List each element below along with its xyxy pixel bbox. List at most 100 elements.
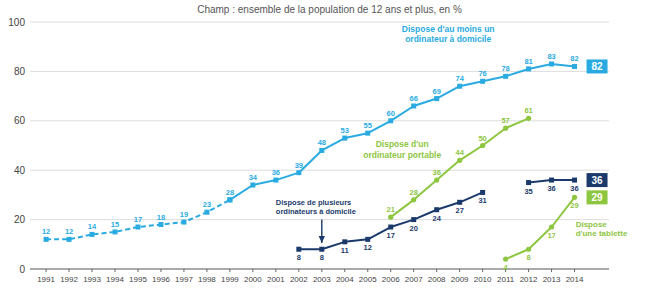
data-label: 66 — [410, 94, 418, 103]
x-tick-label: 2000 — [244, 275, 262, 284]
point — [549, 178, 554, 183]
y-tick-label: 20 — [14, 214, 26, 225]
data-label: 36 — [433, 168, 441, 177]
data-label: 31 — [478, 196, 486, 205]
x-tick-label: 1991 — [37, 275, 55, 284]
point — [135, 225, 140, 230]
x-tick — [367, 269, 368, 272]
annotation-line: ordinateurs à domicile — [276, 207, 356, 216]
point — [388, 215, 393, 220]
point — [181, 220, 186, 225]
series-line — [46, 200, 230, 240]
x-tick-label: 1992 — [60, 275, 78, 284]
x-tick-label: 2010 — [474, 275, 492, 284]
point — [526, 116, 531, 121]
point — [113, 229, 118, 234]
data-label: 78 — [501, 64, 509, 73]
series-line — [230, 64, 575, 200]
data-label: 15 — [111, 220, 119, 229]
series-annotation: Dispose de plusieursordinateurs à domici… — [276, 198, 356, 216]
data-label: 50 — [478, 134, 486, 143]
data-label: 17 — [134, 215, 142, 224]
end-box — [587, 190, 608, 204]
x-tick-label: 2001 — [267, 275, 285, 284]
point — [273, 178, 278, 183]
data-label: 12 — [364, 243, 372, 252]
series-annotation: Disposed'une tablette — [576, 220, 628, 239]
point — [457, 158, 462, 163]
point — [457, 200, 462, 205]
data-label: 69 — [433, 87, 441, 96]
annotation-line: ordinateur à domicile — [405, 34, 491, 44]
annotation-line: Dispose d'au moins un — [402, 24, 495, 34]
x-tick — [92, 269, 93, 272]
data-label: 14 — [88, 222, 97, 231]
point — [158, 222, 163, 227]
data-label: 8 — [320, 253, 324, 262]
data-label: 8 — [526, 253, 530, 262]
series-annotation: Dispose d'au moins unordinateur à domici… — [402, 24, 495, 44]
point — [526, 66, 531, 71]
end-box-label: 29 — [591, 192, 603, 203]
data-label: 57 — [501, 116, 509, 125]
point — [296, 247, 301, 252]
data-label: 11 — [341, 246, 349, 255]
data-label: 60 — [387, 109, 395, 118]
y-tick-label: 60 — [14, 115, 26, 126]
point — [411, 197, 416, 202]
x-tick-label: 2006 — [382, 275, 400, 284]
chart: Champ : ensemble de la population de 12 … — [0, 0, 659, 293]
point — [204, 210, 209, 215]
x-tick — [551, 269, 552, 272]
x-tick — [298, 269, 299, 272]
grid-line — [30, 269, 609, 270]
data-label: 23 — [203, 200, 211, 209]
point — [388, 225, 393, 230]
annotation-line: Dispose d'un — [376, 139, 429, 149]
point — [250, 183, 255, 188]
end-box-label: 82 — [591, 61, 603, 72]
point — [227, 197, 232, 202]
x-tick — [574, 269, 575, 272]
x-tick-label: 2009 — [451, 275, 469, 284]
data-label: 81 — [524, 57, 532, 66]
data-label: 27 — [455, 206, 463, 215]
y-tick-label: 0 — [19, 264, 25, 275]
x-tick — [275, 269, 276, 272]
data-label: 76 — [478, 69, 486, 78]
x-tick — [459, 269, 460, 272]
point — [526, 180, 531, 185]
x-tick-label: 1996 — [152, 275, 170, 284]
point — [572, 64, 577, 69]
annotation-line: Dispose de plusieurs — [276, 198, 351, 207]
x-tick — [206, 269, 207, 272]
data-label: 8 — [297, 253, 301, 262]
annotation-line: ordinateur portable — [363, 150, 441, 160]
point — [342, 136, 347, 141]
grid — [30, 22, 609, 269]
x-tick — [69, 269, 70, 272]
annotation-line: Dispose — [576, 220, 608, 229]
x-tick-label: 2003 — [313, 275, 331, 284]
data-label: 48 — [318, 138, 326, 147]
x-tick-label: 2007 — [405, 275, 423, 284]
x-axis-line — [30, 269, 609, 270]
x-tick-label: 1997 — [175, 275, 193, 284]
data-label: 24 — [433, 214, 442, 223]
data-label: 74 — [455, 74, 464, 83]
data-label: 4 — [504, 263, 509, 272]
x-tick-label: 1993 — [83, 275, 101, 284]
point — [227, 197, 232, 202]
point — [480, 143, 485, 148]
series — [388, 116, 531, 220]
grid-line — [30, 22, 609, 23]
data-label: 29 — [570, 201, 578, 210]
point — [503, 126, 508, 131]
series-annotation: Dispose d'unordinateur portable — [363, 139, 441, 159]
data-label: 36 — [570, 184, 578, 193]
data-label: 61 — [524, 106, 532, 115]
data-labels: 1212141517181923283436394853556066697476… — [42, 52, 579, 272]
point — [434, 207, 439, 212]
y-tick-label: 80 — [14, 66, 26, 77]
data-label: 82 — [570, 54, 578, 63]
